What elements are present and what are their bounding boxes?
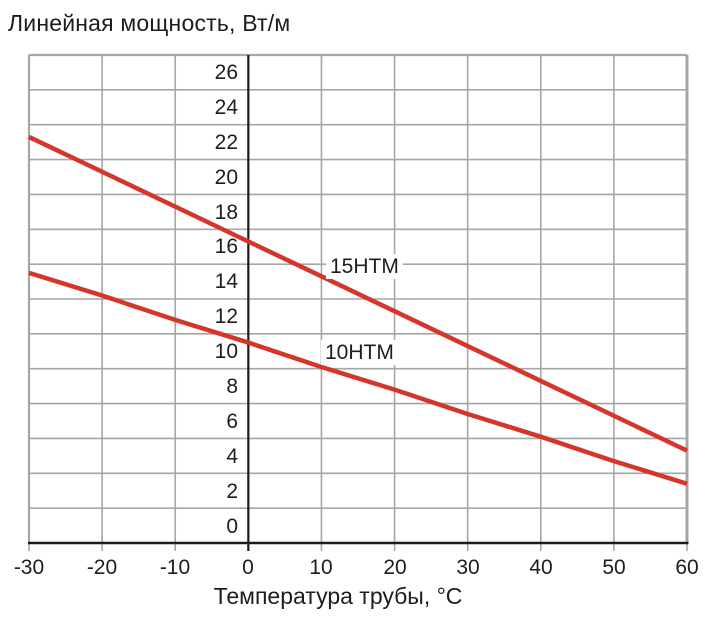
y-tick-label: 12 (214, 305, 238, 328)
y-tick-label: 24 (214, 96, 238, 119)
x-tick-label: 40 (529, 556, 553, 579)
x-tick-label: -20 (86, 556, 118, 579)
y-tick-label: 26 (214, 61, 238, 84)
x-tick-label: 30 (456, 556, 480, 579)
y-tick-label: 8 (226, 375, 238, 398)
y-tick-label: 6 (226, 410, 238, 433)
y-tick-label: 0 (226, 515, 238, 538)
y-tick-label: 2 (226, 480, 238, 503)
x-tick-label: 60 (675, 556, 699, 579)
y-tick-label: 4 (226, 445, 238, 468)
y-tick-label: 14 (214, 270, 238, 293)
x-tick-label: 10 (309, 556, 333, 579)
y-tick-label: 18 (214, 201, 238, 224)
chart-title: Линейная мощность, Вт/м (8, 10, 291, 36)
y-tick-label: 10 (214, 340, 238, 363)
y-tick-label: 20 (214, 166, 238, 189)
y-tick-label: 22 (214, 131, 238, 154)
x-tick-label: 0 (242, 556, 254, 579)
series-label-10htm: 10HTM (321, 340, 398, 365)
series-label-15htm: 15HTM (326, 254, 403, 279)
x-tick-label: -30 (13, 556, 45, 579)
y-tick-label: 16 (214, 235, 238, 258)
x-tick-label: 20 (383, 556, 407, 579)
x-tick-label: 50 (602, 556, 626, 579)
x-tick-label: -10 (159, 556, 191, 579)
x-axis-label: Температура трубы, °C (213, 583, 463, 609)
